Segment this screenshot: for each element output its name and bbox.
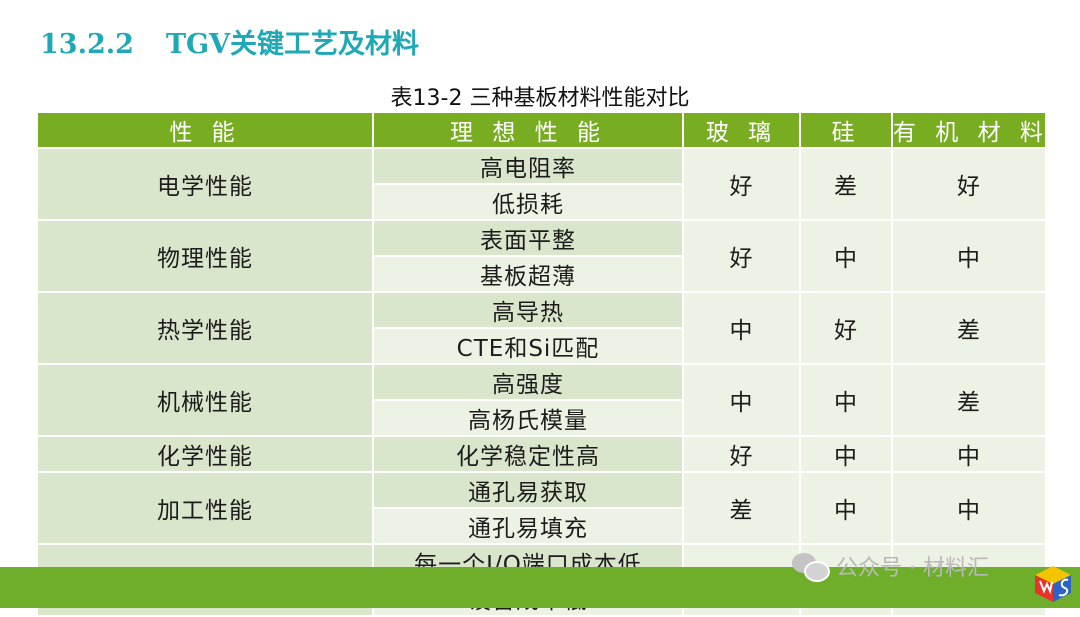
table-caption: 表13-2 三种基板材料性能对比: [390, 86, 690, 111]
silicon-rating-cell: 差: [800, 148, 893, 221]
organic-rating-cell: 好: [892, 148, 1047, 221]
table-row: CTE和Si匹配: [38, 328, 1046, 365]
table-row: 化学性能 化学稳定性高好中中: [38, 436, 1047, 473]
silicon-rating-cell: 好: [800, 292, 893, 365]
table-row: 热学性能 高导热中好差: [38, 292, 1047, 365]
ideal-property-cell: 表面平整: [373, 220, 684, 257]
watermark-text: 公众号 · 材料汇: [836, 556, 989, 581]
table-row: 物理性能 表面平整好中中: [38, 220, 1047, 293]
cube-logo-icon: [1035, 566, 1071, 602]
organic-rating-cell: 差: [892, 364, 1047, 437]
comparison-table: 性 能 理 想 性 能 玻 璃 硅 有 机 材 料 电学性能 高电阻率好差好低损耗…: [38, 113, 1047, 617]
ideal-property-cell: CTE和Si匹配: [373, 328, 684, 365]
table-row: 机械性能 高强度中中差: [38, 364, 1047, 437]
table-row: 低损耗: [38, 184, 1046, 221]
table-row: 加工性能 通孔易获取差中中: [38, 472, 1047, 545]
silicon-rating-cell: 中: [800, 220, 893, 293]
category-cell: 机械性能: [38, 364, 374, 437]
ideal-property-cell: 通孔易获取: [373, 472, 684, 509]
ideal-property-cell: 高电阻率: [373, 148, 684, 185]
table-row: 通孔易填充: [38, 508, 1046, 545]
glass-rating-cell: 中: [683, 364, 801, 437]
table-row: 电学性能 高电阻率好差好: [38, 148, 1047, 221]
ideal-property-cell: 基板超薄: [373, 256, 684, 293]
ideal-property-cell: 高杨氏模量: [373, 400, 684, 437]
silicon-rating-cell: 中: [800, 364, 893, 437]
ideal-property-cell: 化学稳定性高: [373, 436, 684, 473]
bottom-bar: [0, 567, 1080, 608]
glass-rating-cell: 中: [683, 292, 801, 365]
table-header-row: 性 能 理 想 性 能 玻 璃 硅 有 机 材 料: [38, 113, 1047, 149]
section-heading: TGV关键工艺及材料: [165, 29, 420, 60]
silicon-rating-cell: 中: [800, 436, 893, 473]
category-cell: 加工性能: [38, 472, 374, 545]
category-cell: 电学性能: [38, 148, 374, 221]
organic-rating-cell: 中: [892, 472, 1047, 545]
wechat-icon: [792, 553, 830, 582]
glass-rating-cell: 差: [683, 472, 801, 545]
category-cell: 热学性能: [38, 292, 374, 365]
ideal-property-cell: 通孔易填充: [373, 508, 684, 545]
organic-rating-cell: 中: [892, 220, 1047, 293]
column-header: 性 能: [38, 113, 374, 149]
section-title: 13.2.2 TGV关键工艺及材料: [40, 22, 419, 61]
organic-rating-cell: 中: [892, 436, 1047, 473]
silicon-rating-cell: 中: [800, 472, 893, 545]
category-cell: 物理性能: [38, 220, 374, 293]
table-row: 高杨氏模量: [38, 400, 1046, 437]
category-cell: 化学性能: [38, 436, 374, 473]
glass-rating-cell: 好: [683, 220, 801, 293]
ideal-property-cell: 高导热: [373, 292, 684, 329]
section-number: 13.2.2: [40, 29, 134, 60]
glass-rating-cell: 好: [683, 436, 801, 473]
glass-rating-cell: 好: [683, 148, 801, 221]
watermark: 公众号 · 材料汇: [792, 550, 989, 582]
column-header: 理 想 性 能: [373, 113, 684, 149]
column-header: 有 机 材 料: [892, 113, 1047, 149]
column-header: 玻 璃: [683, 113, 801, 149]
column-header: 硅: [800, 113, 893, 149]
ideal-property-cell: 高强度: [373, 364, 684, 401]
ideal-property-cell: 低损耗: [373, 184, 684, 221]
table-row: 基板超薄: [38, 256, 1046, 293]
organic-rating-cell: 差: [892, 292, 1047, 365]
